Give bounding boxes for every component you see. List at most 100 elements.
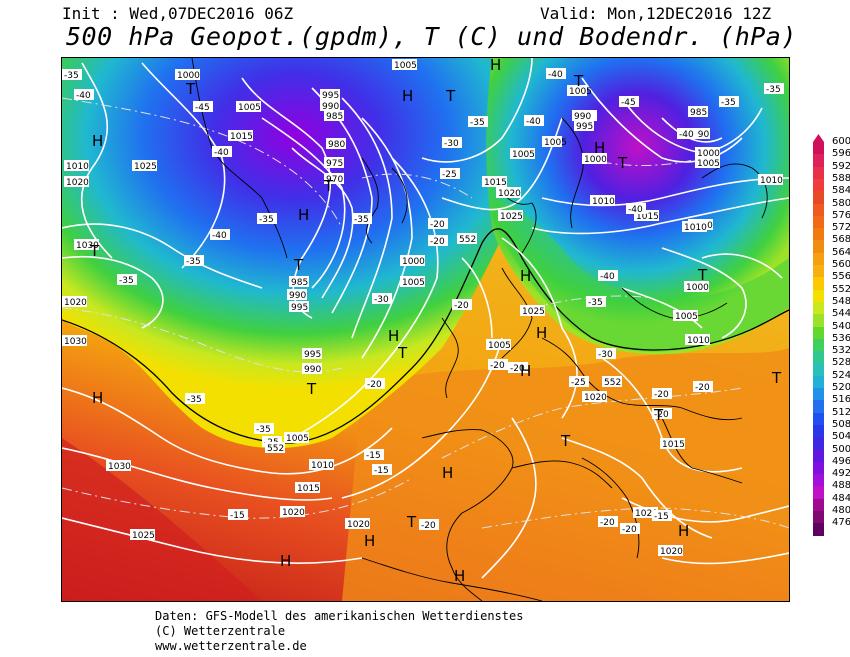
low-center: T <box>89 242 100 260</box>
temp-label: -40 <box>626 203 646 215</box>
legend-label: 600 <box>832 136 850 147</box>
temp-label: -25 <box>440 168 460 180</box>
svg-text:975: 975 <box>326 159 343 169</box>
temp-label: -20 <box>652 408 672 420</box>
svg-text:-20: -20 <box>654 410 669 420</box>
svg-text:552: 552 <box>604 378 621 388</box>
legend-swatch <box>813 142 824 155</box>
svg-text:-40: -40 <box>214 148 229 158</box>
legend-swatch <box>813 252 824 266</box>
pressure-label: 1005 <box>400 276 425 288</box>
svg-text:-35: -35 <box>187 395 202 405</box>
temp-label: -20 <box>428 235 448 247</box>
legend-label: 596 <box>832 148 850 160</box>
legend-swatch <box>813 523 824 537</box>
temp-label: -20 <box>598 516 618 528</box>
legend-label: 516 <box>832 394 850 406</box>
pressure-label: 1010 <box>758 174 783 186</box>
high-center: H <box>520 362 531 380</box>
pressure-label: 990 <box>287 289 307 301</box>
svg-text:-40: -40 <box>526 117 541 127</box>
temp-label: -20 <box>508 362 528 374</box>
svg-text:1010: 1010 <box>760 176 783 186</box>
svg-text:1025: 1025 <box>132 531 155 541</box>
high-center: H <box>92 132 103 150</box>
geopot-label: 552 <box>265 442 285 454</box>
legend-label: 588 <box>832 172 850 184</box>
svg-text:-20: -20 <box>430 237 445 247</box>
svg-text:-15: -15 <box>374 466 389 476</box>
pressure-label: 1005 <box>567 85 592 97</box>
pressure-label: 985 <box>688 106 708 118</box>
pressure-label: 985 <box>289 276 309 288</box>
svg-text:-15: -15 <box>230 511 245 521</box>
svg-text:-20: -20 <box>367 380 382 390</box>
temp-label: -35 <box>184 255 204 267</box>
cold-trough-west <box>62 58 582 449</box>
svg-text:1020: 1020 <box>584 393 607 403</box>
svg-text:1005: 1005 <box>488 341 511 351</box>
legend-label: 480 <box>832 505 850 516</box>
legend-label: 528 <box>832 357 850 369</box>
svg-text:-40: -40 <box>628 205 643 215</box>
svg-text:995: 995 <box>304 350 321 360</box>
svg-text:-35: -35 <box>256 425 271 435</box>
temp-label: -40 <box>524 115 544 127</box>
pressure-label: 1000 <box>175 69 200 81</box>
pressure-label: 995 <box>289 301 309 313</box>
svg-text:1020: 1020 <box>282 508 305 518</box>
svg-text:1005: 1005 <box>238 103 261 113</box>
svg-text:1010: 1010 <box>592 197 615 207</box>
pressure-label: 1020 <box>62 296 87 308</box>
temp-label: -20 <box>652 388 672 400</box>
svg-text:-20: -20 <box>654 390 669 400</box>
pressure-label: 1010 <box>309 459 334 471</box>
temp-label: -35 <box>586 296 606 308</box>
website-link[interactable]: www.wetterzentrale.de <box>155 639 307 653</box>
pressure-label: 975 <box>324 157 344 169</box>
pressure-label: 1005 <box>392 59 417 71</box>
pressure-label: 1025 <box>132 160 157 172</box>
svg-text:1005: 1005 <box>697 159 720 169</box>
legend-swatch <box>813 437 824 450</box>
legend-swatch <box>813 474 824 487</box>
legend-label: 492 <box>832 468 850 480</box>
pressure-label: 995 <box>320 89 340 101</box>
legend-swatch <box>813 375 824 389</box>
svg-text:1010: 1010 <box>687 336 710 346</box>
init-time: Init : Wed,07DEC2016 06Z <box>62 4 294 23</box>
pressure-labels: 1000 1005 995 990 985 980 975 970 1015 1… <box>62 59 783 557</box>
pressure-centers: H H H H H H H H H H H H H H H T T T T T … <box>89 58 782 585</box>
svg-text:-45: -45 <box>195 103 210 113</box>
pressure-label: 1030 <box>106 460 131 472</box>
legend-label: 532 <box>832 345 850 357</box>
legend-label: 580 <box>832 197 850 209</box>
pressure-label: 1005 <box>486 339 511 351</box>
low-center: T <box>697 266 708 284</box>
svg-text:1025: 1025 <box>522 307 545 317</box>
pressure-label: 1020 <box>496 187 521 199</box>
legend-swatch <box>813 228 824 241</box>
pressure-label: 1005 <box>236 101 261 113</box>
svg-text:1000: 1000 <box>177 71 200 81</box>
svg-text:1015: 1015 <box>662 440 685 450</box>
svg-text:1015: 1015 <box>484 178 507 188</box>
legend-swatch <box>813 289 824 303</box>
warm-airmass-east <box>342 348 789 601</box>
svg-text:552: 552 <box>459 235 476 245</box>
pressure-label: 1000 <box>582 153 607 165</box>
temp-label: -40 <box>210 229 230 241</box>
svg-text:-35: -35 <box>64 71 79 81</box>
svg-text:990: 990 <box>304 365 321 375</box>
pressure-label: 1010 <box>685 334 710 346</box>
pressure-label: 1000 <box>695 147 720 159</box>
temp-label: -35 <box>352 213 372 225</box>
legend-label: 576 <box>832 209 850 221</box>
temp-label: -20 <box>488 359 508 371</box>
pressure-label: 1025 <box>520 305 545 317</box>
low-center: T <box>653 406 664 424</box>
legend-swatch <box>813 400 824 414</box>
svg-text:1030: 1030 <box>76 241 99 251</box>
pressure-label: 1030 <box>74 239 99 251</box>
high-center: H <box>280 552 291 570</box>
